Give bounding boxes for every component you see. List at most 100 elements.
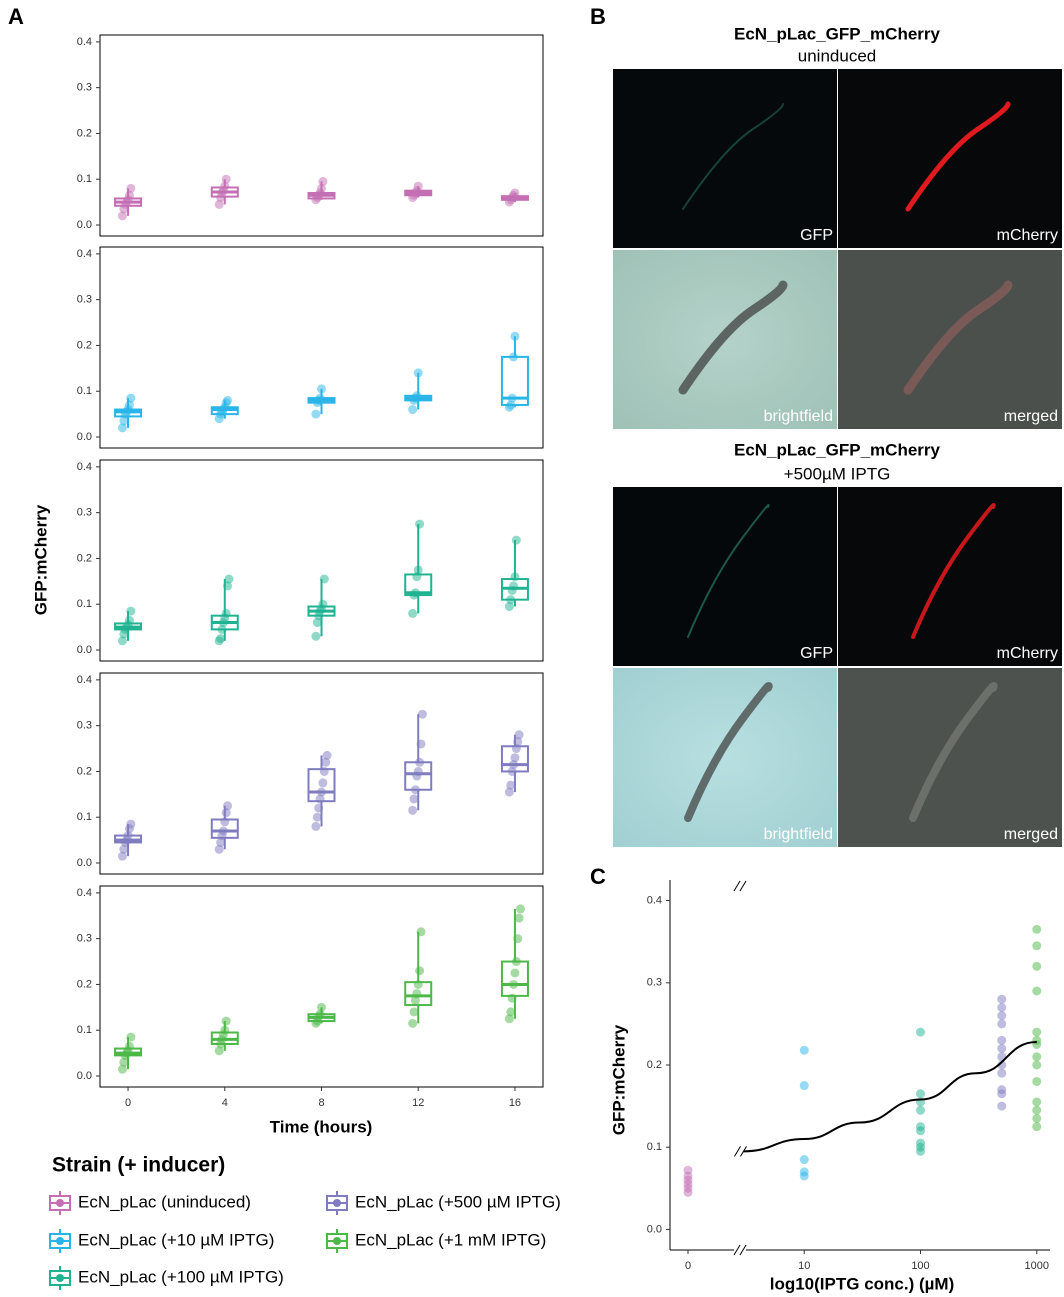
- data-point: [216, 634, 226, 644]
- data-point: [123, 831, 133, 841]
- data-point: [126, 606, 136, 616]
- data-point: [216, 837, 226, 847]
- data-point: [218, 826, 228, 836]
- y-tick-label: 0.2: [77, 765, 92, 777]
- channel-label: mCherry: [997, 227, 1058, 244]
- data-point: [415, 966, 425, 976]
- micrograph: [613, 69, 837, 248]
- data-point: [410, 785, 420, 795]
- channel-label: GFP: [800, 645, 833, 662]
- channel-label: mCherry: [997, 645, 1058, 662]
- data-point: [504, 1014, 514, 1024]
- legend-key: [56, 1274, 64, 1282]
- data-point: [997, 1019, 1007, 1029]
- panel-letter: A: [8, 4, 24, 29]
- data-point: [220, 1025, 230, 1035]
- data-point: [317, 1002, 326, 1012]
- panel-letter: B: [590, 4, 606, 29]
- y-tick-label: 0.1: [77, 1024, 92, 1036]
- worm: [905, 101, 1011, 212]
- data-point: [413, 766, 423, 776]
- y-tick-label: 0.3: [647, 977, 662, 989]
- data-point: [217, 624, 227, 634]
- data-point: [506, 400, 516, 410]
- data-point: [409, 1007, 419, 1017]
- axis-break: [733, 1244, 741, 1256]
- legend-key: [333, 1237, 341, 1245]
- y-tick-label: 0.2: [77, 978, 92, 990]
- data-point: [916, 1138, 926, 1148]
- data-point: [916, 1089, 926, 1099]
- data-point: [415, 519, 425, 529]
- x-tick-label: 4: [222, 1097, 228, 1109]
- data-point: [126, 1032, 136, 1042]
- x-tick-label: 0: [685, 1260, 691, 1272]
- data-point: [319, 574, 329, 584]
- data-point: [214, 1046, 224, 1056]
- data-point: [416, 927, 426, 937]
- legend-label: EcN_pLac (uninduced): [78, 1192, 251, 1211]
- y-tick-label: 0.4: [77, 248, 92, 260]
- data-point: [221, 1016, 231, 1026]
- y-tick-label: 0.1: [77, 173, 92, 185]
- data-point: [799, 1045, 809, 1055]
- data-point: [311, 631, 321, 641]
- worm: [684, 682, 773, 822]
- y-tick-label: 0.4: [77, 887, 92, 899]
- y-tick-label: 0.3: [77, 82, 92, 94]
- axis-break: [733, 880, 741, 892]
- y-tick-label: 0.3: [77, 720, 92, 732]
- y-tick-label: 0.4: [77, 461, 92, 473]
- data-point: [997, 994, 1007, 1004]
- y-tick-label: 0.2: [77, 339, 92, 351]
- micrograph: [838, 668, 1062, 847]
- worm: [687, 504, 770, 638]
- data-point: [1032, 924, 1042, 934]
- data-point: [412, 572, 422, 582]
- data-point: [997, 1060, 1007, 1070]
- data-point: [126, 393, 136, 403]
- micrograph: [613, 487, 837, 666]
- data-point: [506, 595, 516, 605]
- image-subtitle: uninduced: [798, 46, 876, 65]
- data-point: [408, 608, 418, 618]
- data-point: [683, 1165, 693, 1175]
- y-tick-label: 0.0: [77, 431, 92, 443]
- data-point: [1032, 1122, 1042, 1132]
- data-point: [412, 391, 422, 401]
- x-tick-label: 8: [318, 1097, 324, 1109]
- channel-label: GFP: [800, 227, 833, 244]
- fit-line: [743, 1040, 1037, 1153]
- data-point: [124, 1041, 134, 1051]
- panel-frame: [99, 246, 544, 449]
- data-point: [408, 405, 418, 415]
- y-tick-label: 0.1: [647, 1141, 662, 1153]
- data-point: [997, 1085, 1007, 1095]
- y-axis-title: GFP:mCherry: [609, 1024, 628, 1135]
- data-point: [413, 368, 423, 378]
- data-point: [916, 1105, 926, 1115]
- data-point: [317, 183, 326, 193]
- data-point: [1032, 1076, 1042, 1086]
- y-tick-label: 0.3: [77, 933, 92, 945]
- data-point: [511, 957, 521, 967]
- axis-break: [739, 880, 747, 892]
- data-point: [312, 618, 322, 628]
- x-tick-label: 1000: [1025, 1260, 1049, 1272]
- data-point: [997, 1101, 1007, 1111]
- image-subtitle: +500µM IPTG: [784, 464, 891, 483]
- panel-frame: [99, 34, 544, 237]
- data-point: [916, 1027, 926, 1037]
- legend-label: EcN_pLac (+100 µM IPTG): [78, 1267, 284, 1286]
- x-tick-label: 0: [125, 1097, 131, 1109]
- data-point: [315, 794, 325, 804]
- data-point: [997, 1044, 1007, 1054]
- y-tick-label: 0.4: [77, 36, 92, 48]
- data-point: [799, 1167, 809, 1177]
- legend-label: EcN_pLac (+1 mM IPTG): [355, 1230, 546, 1249]
- data-point: [416, 739, 426, 749]
- y-tick-label: 0.0: [77, 219, 92, 231]
- data-point: [317, 384, 326, 394]
- y-axis-title: GFP:mCherry: [31, 504, 50, 615]
- x-tick-label: 100: [911, 1260, 929, 1272]
